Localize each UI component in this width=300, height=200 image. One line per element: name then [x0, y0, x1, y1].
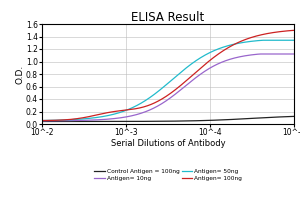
Antigen= 100ng [177, 86, 180, 89]
Antigen= 10ng [160, 103, 164, 105]
Line: Antigen= 10ng: Antigen= 10ng [42, 54, 294, 121]
Antigen= 100ng [292, 29, 296, 32]
Antigen= 10ng [161, 102, 165, 104]
Control Antigen = 100ng [292, 115, 296, 118]
Antigen= 100ng [286, 30, 290, 32]
Title: ELISA Result: ELISA Result [131, 11, 205, 24]
Control Antigen = 100ng [286, 115, 290, 118]
Antigen= 100ng [161, 97, 165, 99]
Control Antigen = 100ng [161, 120, 165, 122]
Antigen= 50ng [286, 39, 290, 41]
Control Antigen = 100ng [160, 120, 164, 122]
Antigen= 50ng [190, 62, 194, 65]
Antigen= 10ng [258, 53, 262, 55]
Antigen= 10ng [177, 91, 180, 93]
X-axis label: Serial Dilutions of Antibody: Serial Dilutions of Antibody [111, 139, 225, 148]
Line: Control Antigen = 100ng: Control Antigen = 100ng [42, 116, 294, 121]
Antigen= 50ng [292, 39, 296, 41]
Control Antigen = 100ng [40, 120, 44, 123]
Antigen= 100ng [40, 119, 44, 122]
Control Antigen = 100ng [247, 117, 250, 120]
Antigen= 10ng [40, 120, 44, 122]
Antigen= 50ng [177, 73, 180, 76]
Antigen= 50ng [40, 119, 44, 122]
Y-axis label: O.D.: O.D. [15, 64, 24, 84]
Antigen= 100ng [247, 37, 250, 40]
Antigen= 10ng [190, 79, 194, 82]
Antigen= 100ng [160, 98, 164, 100]
Antigen= 10ng [286, 53, 290, 55]
Line: Antigen= 100ng: Antigen= 100ng [42, 30, 294, 121]
Line: Antigen= 50ng: Antigen= 50ng [42, 40, 294, 121]
Antigen= 100ng [190, 74, 194, 77]
Antigen= 10ng [292, 53, 296, 55]
Antigen= 10ng [247, 54, 250, 56]
Control Antigen = 100ng [177, 120, 180, 122]
Antigen= 50ng [160, 87, 164, 90]
Antigen= 50ng [247, 40, 250, 43]
Control Antigen = 100ng [190, 120, 194, 122]
Antigen= 50ng [261, 39, 265, 41]
Legend: Control Antigen = 100ng, Antigen= 10ng, Antigen= 50ng, Antigen= 100ng: Control Antigen = 100ng, Antigen= 10ng, … [92, 167, 244, 184]
Antigen= 50ng [161, 86, 165, 88]
